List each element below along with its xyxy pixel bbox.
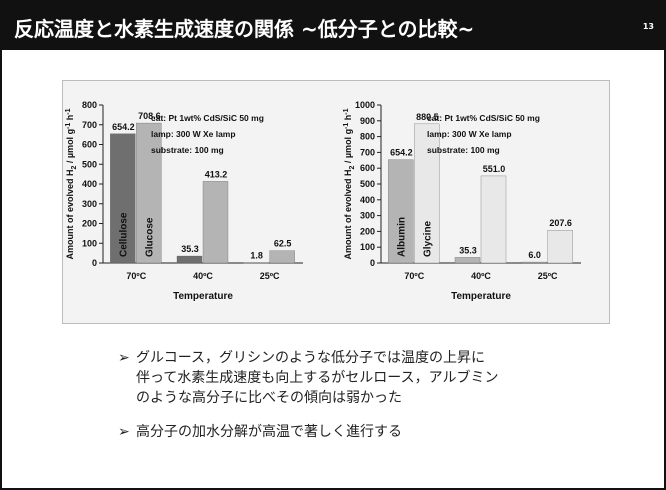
x-tick-label: 70ºC [126,271,146,281]
data-label: 708.6 [138,111,161,121]
data-label: 413.2 [205,169,228,179]
y-tick-label: 600 [82,140,97,150]
y-tick-label: 800 [82,100,97,110]
y-tick-label: 400 [82,179,97,189]
data-label: 62.5 [274,239,292,249]
x-axis-label: Temperature [451,291,511,302]
series-label: Albumin [396,217,407,257]
y-tick-label: 1000 [355,100,375,110]
x-tick-label: 25ºC [538,271,558,281]
y-tick-label: 500 [82,159,97,169]
data-label: 654.2 [112,122,135,132]
y-axis-label: Amount of evolved H2 / µmol g-1 h-1 [343,108,356,259]
bar [136,122,162,264]
bar [110,133,136,264]
y-tick-label: 100 [360,242,375,252]
series-label: Glycine [422,220,433,257]
y-tick-label: 200 [360,226,375,236]
condition-note: substrate: 100 mg [151,145,224,155]
x-axis-label: Temperature [173,291,233,302]
series-label: Glucose [144,217,155,257]
y-tick-label: 0 [92,258,97,268]
y-tick-label: 700 [360,147,375,157]
y-tick-label: 800 [360,132,375,142]
x-tick-label: 70ºC [404,271,424,281]
data-label: 654.2 [390,148,413,158]
data-label: 207.6 [549,218,572,228]
data-label: 35.3 [181,244,199,254]
condition-note: cat: Pt 1wt% CdS/SiC 50 mg [151,113,264,123]
y-tick-label: 300 [360,211,375,221]
y-tick-label: 900 [360,116,375,126]
y-tick-label: 100 [82,238,97,248]
bullet-text-1: グルコース，グリシンのような低分子では温度の上昇に 伴って水素生成速度も向上する… [136,350,499,406]
bullet-list: ➢ グルコース，グリシンのような低分子では温度の上昇に 伴って水素生成速度も向上… [118,348,618,456]
x-tick-label: 40ºC [471,271,491,281]
bar [243,262,269,264]
data-label: 551.0 [483,164,506,174]
bar [202,181,229,264]
bullet-item-1: ➢ グルコース，グリシンのような低分子では温度の上昇に 伴って水素生成速度も向上… [118,348,618,408]
bar [176,255,203,264]
charts-canvas: 0 100 200 300 400 500 600 700 800 70ºC 654.2 Cellul… [65,100,581,302]
title-bar: 反応温度と水素生成速度の関係 ~低分子との比較~ 13 [2,2,664,50]
condition-note: substrate: 100 mg [427,145,500,155]
data-label: 6.0 [528,250,541,260]
data-label: 35.3 [459,245,477,255]
y-tick-label: 400 [360,195,375,205]
bar [480,175,507,264]
y-tick-label: 200 [82,219,97,229]
page-number: 13 [642,22,654,31]
arrow-bullet-icon: ➢ [118,350,130,366]
bar [269,250,295,264]
condition-note: cat: Pt 1wt% CdS/SiC 50 mg [427,113,540,123]
condition-note: lamp: 300 W Xe lamp [427,129,512,139]
x-tick-label: 40ºC [193,271,213,281]
y-tick-label: 300 [82,199,97,209]
condition-note: lamp: 300 W Xe lamp [151,129,236,139]
bar [521,261,547,264]
y-tick-label: 600 [360,163,375,173]
y-tick-label: 500 [360,179,375,189]
series-label: Cellulose [118,212,129,257]
y-tick-label: 700 [82,120,97,130]
slide-title: 反応温度と水素生成速度の関係 ~低分子との比較~ [14,17,475,41]
chart-figure: 0 100 200 300 400 500 600 700 800 70ºC 654.2 Cellul… [62,80,610,324]
bar [388,159,414,264]
y-axis-label: Amount of evolved H2 / µmol g-1 h-1 [65,108,78,259]
bullet-text-2: 高分子の加水分解が高温で著しく進行する [136,424,402,440]
data-label: 1.8 [250,251,263,261]
bullet-item-2: ➢ 高分子の加水分解が高温で著しく進行する [118,422,618,442]
x-tick-label: 25ºC [260,271,280,281]
bar [454,257,481,264]
data-label: 880.5 [416,112,439,122]
bar [547,230,573,264]
arrow-bullet-icon: ➢ [118,424,130,440]
bar [414,123,440,264]
y-tick-label: 0 [370,258,375,268]
